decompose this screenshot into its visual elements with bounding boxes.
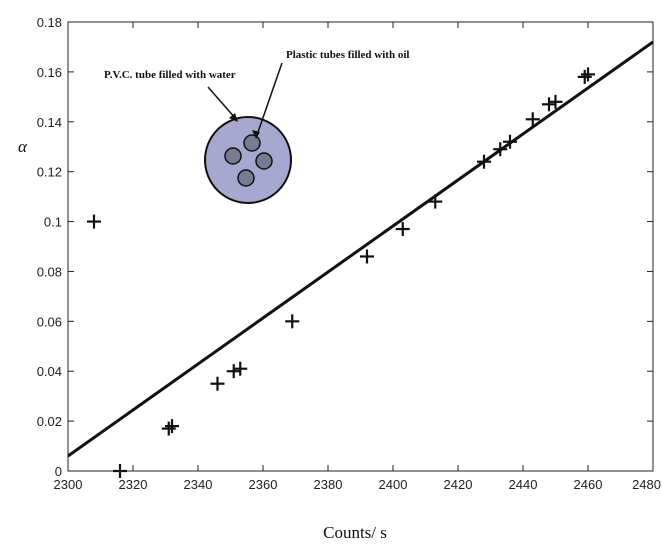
data-point [428, 194, 443, 209]
y-tick-label: 0.04 [37, 364, 62, 379]
oil-annotation: Plastic tubes filled with oil [286, 49, 409, 61]
data-point [503, 134, 517, 149]
data-point [161, 421, 176, 436]
data-point [493, 142, 508, 157]
oil-arrow [256, 62, 283, 136]
data-point [113, 464, 127, 478]
data-point [285, 314, 300, 329]
water-arrow [207, 86, 237, 120]
y-tick-label: 0.14 [37, 115, 62, 130]
y-tick-label: 0 [55, 464, 62, 479]
water-annotation: P.V.C. tube filled with water [104, 69, 236, 81]
fit-line-group [67, 40, 654, 458]
oil-arrow-head [252, 130, 260, 139]
x-tick-label: 2360 [249, 477, 278, 492]
data-point [226, 364, 241, 379]
data-point [87, 214, 101, 229]
pvc-tube-circle [204, 116, 292, 204]
water-arrow-head [229, 113, 238, 122]
x-tick-label: 2320 [119, 477, 148, 492]
x-axis-title: Counts/ s [323, 523, 387, 542]
plot-area [67, 21, 654, 472]
data-point [525, 112, 540, 127]
x-tick-label: 2460 [574, 477, 603, 492]
y-tick-label: 0.12 [37, 165, 62, 180]
data-point [210, 376, 225, 391]
data-point [165, 419, 179, 434]
data-point [233, 361, 248, 376]
y-tick-label: 0.16 [37, 65, 62, 80]
data-point [360, 249, 374, 264]
data-point [477, 154, 491, 169]
y-tick-label: 0.08 [37, 264, 62, 279]
oil-tube-circle [237, 169, 255, 187]
y-axis-title: α [18, 137, 28, 156]
y-tick-label: 0.06 [37, 314, 62, 329]
data-point [395, 222, 410, 237]
x-tick-label: 2300 [54, 477, 83, 492]
x-tick-label: 2420 [444, 477, 473, 492]
y-axis: 0 0.02 0.04 0.06 0.08 0.1 0.12 0.14 0.16 0.18 [37, 15, 653, 479]
y-tick-label: 0.02 [37, 414, 62, 429]
inset-diagram: P.V.C. tube filled with water Plastic tu… [104, 49, 409, 204]
oil-tube-circle [224, 147, 242, 165]
x-tick-label: 2340 [184, 477, 213, 492]
data-point [542, 97, 556, 112]
y-tick-label: 0.18 [37, 15, 62, 30]
y-tick-label: 0.1 [44, 215, 62, 230]
fit-line [67, 40, 654, 458]
x-tick-label: 2480 [632, 477, 661, 492]
data-point [577, 69, 592, 84]
data-points [87, 67, 595, 478]
data-point [548, 94, 563, 109]
data-point [581, 67, 595, 82]
x-tick-label: 2440 [509, 477, 538, 492]
x-tick-label: 2380 [314, 477, 343, 492]
oil-tube-circle [243, 134, 261, 152]
x-axis: 2300 2320 2340 2360 2380 2400 2420 2440 2460 2480 [54, 22, 661, 492]
x-tick-label: 2400 [379, 477, 408, 492]
oil-tube-circle [255, 152, 273, 170]
